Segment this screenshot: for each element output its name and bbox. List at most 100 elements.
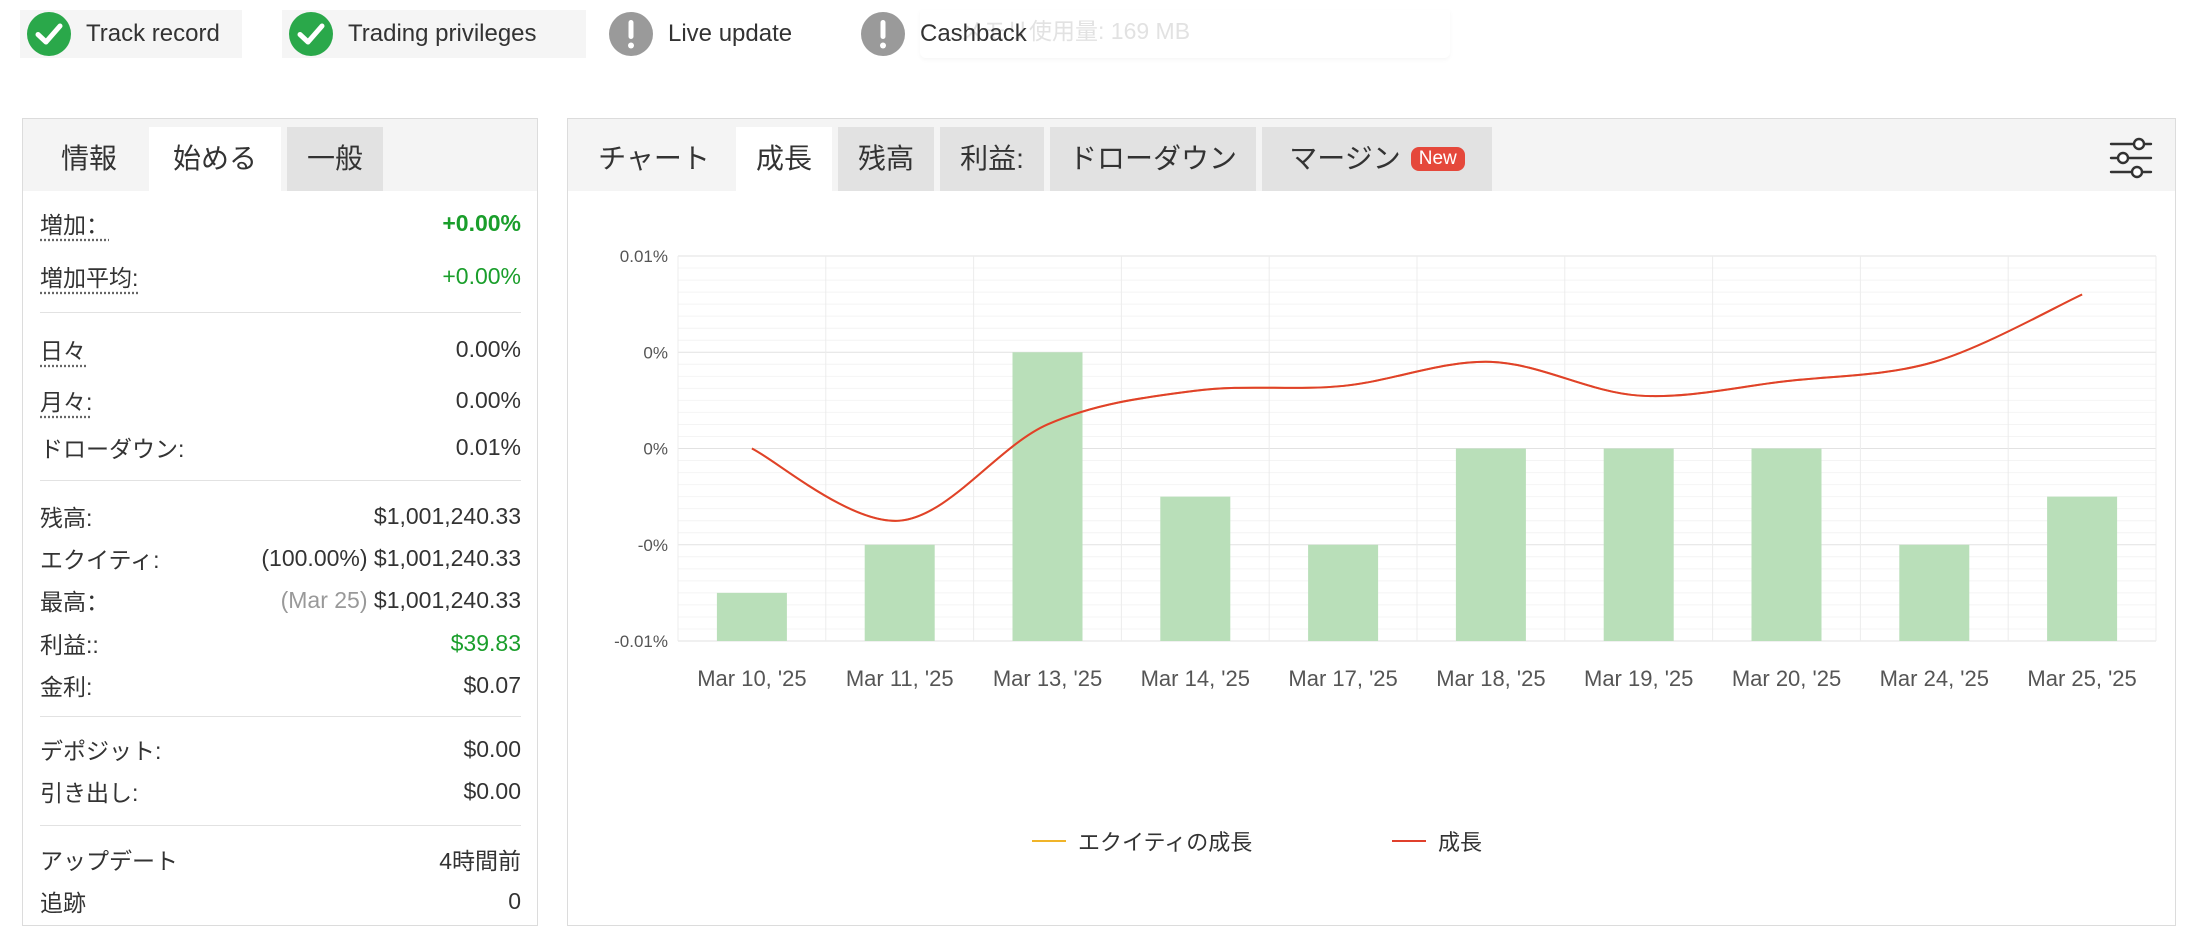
stat-value: 4時間前 xyxy=(439,848,521,874)
chart-bar xyxy=(1160,496,1231,641)
chart-bar xyxy=(1012,352,1083,641)
x-tick-label: Mar 11, '25 xyxy=(846,666,954,691)
divider xyxy=(40,312,521,313)
stat-interest: 金利: $0.07 xyxy=(40,665,521,705)
chart-lines xyxy=(751,293,2083,522)
legend-label: エクイティの成長 xyxy=(1078,830,1253,855)
stat-balance: 残高: $1,001,240.33 xyxy=(40,496,521,536)
stat-updated: アップデート 4時間前 xyxy=(40,839,521,879)
stat-withdrawals: 引き出し: $0.00 xyxy=(40,771,521,811)
x-axis-ticks: Mar 10, '25 Mar 11, '25 Mar 13, '25 Mar 14,… xyxy=(697,666,2137,691)
highest-date: (Mar 25) xyxy=(280,586,368,613)
chart-bar xyxy=(1751,448,1822,641)
stat-equity: エクイティ: (100.00%) $1,001,240.33 xyxy=(40,538,521,578)
legend-growth[interactable]: 成長 xyxy=(1392,825,1482,857)
stat-profit: 利益:: $39.83 xyxy=(40,623,521,663)
y-axis-ticks: 0.01% 0% 0% -0% -0.01% xyxy=(614,247,668,651)
tab-chart[interactable]: チャート xyxy=(598,143,710,174)
growth-line xyxy=(751,293,2083,522)
y-tick-label: -0.01% xyxy=(614,632,668,651)
tab-info[interactable]: 情報 xyxy=(60,143,117,174)
legend-swatch xyxy=(1032,840,1066,842)
tab-margin[interactable]: マージン New xyxy=(1262,127,1492,191)
badge-live-update[interactable]: Live update xyxy=(602,10,836,58)
tab-start[interactable]: 始める xyxy=(149,127,281,191)
stat-label: 残高: xyxy=(40,505,93,531)
chart-tabbar: チャート 成長 残高 利益: ドローダウン マージン New xyxy=(568,119,2175,191)
badge-label: Cashback xyxy=(920,20,1027,47)
check-circle-icon xyxy=(289,12,333,56)
y-tick-label: -0% xyxy=(638,536,668,555)
stat-value: 0.00% xyxy=(455,335,521,362)
stat-gain: 増加： +0.00% xyxy=(40,203,521,243)
tab-drawdown[interactable]: ドローダウン xyxy=(1050,127,1256,191)
divider xyxy=(40,825,521,826)
divider xyxy=(40,480,521,481)
stat-label[interactable]: 日々 xyxy=(40,338,86,364)
badge-trading-privileges[interactable]: Trading privileges xyxy=(282,10,586,58)
check-circle-icon xyxy=(27,12,71,56)
badge-label: Trading privileges xyxy=(348,20,537,47)
chart-panel: チャート 成長 残高 利益: ドローダウン マージン New 0.01% 0% 0% -… xyxy=(567,118,2176,926)
chart-bars xyxy=(716,352,2118,641)
chart-bar xyxy=(1899,544,1970,641)
stat-label[interactable]: 増加： xyxy=(40,212,109,238)
stat-label: 金利: xyxy=(40,674,93,700)
stat-daily: 日々 0.00% xyxy=(40,329,521,369)
badge-cashback[interactable]: Cashback xyxy=(854,10,1070,58)
stat-highest: 最高： (Mar 25) $1,001,240.33 xyxy=(40,580,521,620)
exclamation-circle-icon xyxy=(861,12,905,56)
tab-balance[interactable]: 残高 xyxy=(838,127,934,191)
exclamation-circle-icon xyxy=(609,12,653,56)
stat-label[interactable]: 増加平均: xyxy=(40,265,139,291)
memory-usage-ghost-text: メモリ使用量: 169 MB xyxy=(920,10,1450,58)
stat-average-gain: 増加平均: +0.00% xyxy=(40,256,521,296)
x-tick-label: Mar 19, '25 xyxy=(1584,666,1693,691)
chart-bar xyxy=(1455,448,1526,641)
growth-chart: 0.01% 0% 0% -0% -0.01% Mar 10, '25 Mar 11, '2… xyxy=(614,247,2157,691)
chart-bar xyxy=(864,544,935,641)
stat-value-group: (Mar 25) $1,001,240.33 xyxy=(281,587,521,614)
stat-label: アップデート xyxy=(40,848,178,874)
x-tick-label: Mar 25, '25 xyxy=(2027,666,2136,691)
tab-profit[interactable]: 利益: xyxy=(940,127,1044,191)
chart-bar xyxy=(716,592,787,641)
y-tick-label: 0.01% xyxy=(620,247,668,266)
legend-equity-growth[interactable]: エクイティの成長 xyxy=(1032,825,1252,857)
highest-amount: $1,001,240.33 xyxy=(373,586,521,613)
y-tick-label: 0% xyxy=(643,343,668,362)
stats-tabbar: 情報 始める 一般 xyxy=(23,119,537,191)
equity-amount: $1,001,240.33 xyxy=(373,544,521,571)
stat-label: 利益:: xyxy=(40,632,99,658)
stat-value: 0.01% xyxy=(455,433,521,460)
badge-track-record[interactable]: Track record xyxy=(20,10,242,58)
tab-margin-label: マージン xyxy=(1289,143,1401,174)
x-tick-label: Mar 18, '25 xyxy=(1436,666,1545,691)
x-tick-label: Mar 17, '25 xyxy=(1288,666,1397,691)
stats-panel: 情報 始める 一般 増加： +0.00% 増加平均: +0.00% 日々 0.0… xyxy=(22,118,538,926)
x-tick-label: Mar 24, '25 xyxy=(1880,666,1989,691)
sliders-icon[interactable] xyxy=(2109,137,2153,179)
new-badge: New xyxy=(1410,146,1465,171)
stat-tracking: 追跡 0 xyxy=(40,881,521,921)
stat-value: $0.00 xyxy=(463,735,521,762)
stat-value: +0.00% xyxy=(442,209,521,236)
chart-legend: エクイティの成長 成長 xyxy=(568,825,2175,865)
legend-swatch xyxy=(1392,840,1426,842)
stat-value: $0.07 xyxy=(463,671,521,698)
y-tick-label: 0% xyxy=(643,440,668,459)
stat-value: $1,001,240.33 xyxy=(373,502,521,529)
stat-label[interactable]: 月々: xyxy=(40,389,93,415)
stat-monthly: 月々: 0.00% xyxy=(40,380,521,420)
chart-bar xyxy=(2047,496,2118,641)
stat-value: +0.00% xyxy=(442,262,521,289)
stat-label: 追跡 xyxy=(40,890,86,916)
tab-general[interactable]: 一般 xyxy=(287,127,383,191)
stat-drawdown: ドローダウン: 0.01% xyxy=(40,427,521,467)
x-tick-label: Mar 14, '25 xyxy=(1141,666,1250,691)
badge-label: Live update xyxy=(668,20,793,47)
badge-label: Track record xyxy=(86,20,220,47)
x-tick-label: Mar 10, '25 xyxy=(697,666,806,691)
stat-value: $0.00 xyxy=(463,777,521,804)
tab-growth[interactable]: 成長 xyxy=(736,127,832,191)
